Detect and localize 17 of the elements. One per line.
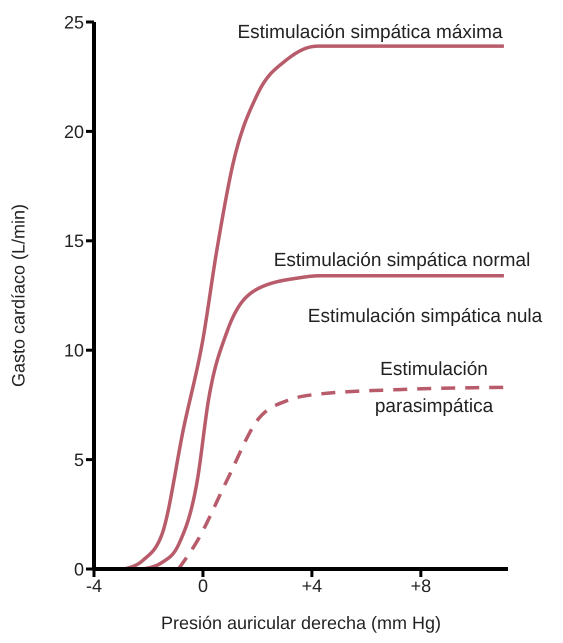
y-tick-label: 25 <box>64 12 84 32</box>
x-tick-label: -4 <box>86 576 102 596</box>
x-axis-title: Presión auricular derecha (mm Hg) <box>160 613 442 633</box>
x-tick-label: +8 <box>410 576 432 596</box>
annotation: Estimulación simpática normal <box>274 250 530 271</box>
y-tick-label: 20 <box>64 122 84 142</box>
y-tick-label: 0 <box>74 559 84 580</box>
annotation: Estimulación simpática nula <box>308 306 543 327</box>
x-tick-label: 0 <box>198 576 208 596</box>
y-tick-label: 5 <box>74 450 84 470</box>
x-tick-label: +4 <box>302 576 322 596</box>
annotation: Estimulación parasimpática <box>374 359 494 417</box>
y-tick-label: 15 <box>64 231 84 252</box>
line-series <box>176 386 506 569</box>
y-axis-title: Gasto cardíaco (L/min) <box>8 204 28 388</box>
y-tick-label: 10 <box>64 340 84 361</box>
annotation: Estimulación simpática máxima <box>237 22 503 43</box>
